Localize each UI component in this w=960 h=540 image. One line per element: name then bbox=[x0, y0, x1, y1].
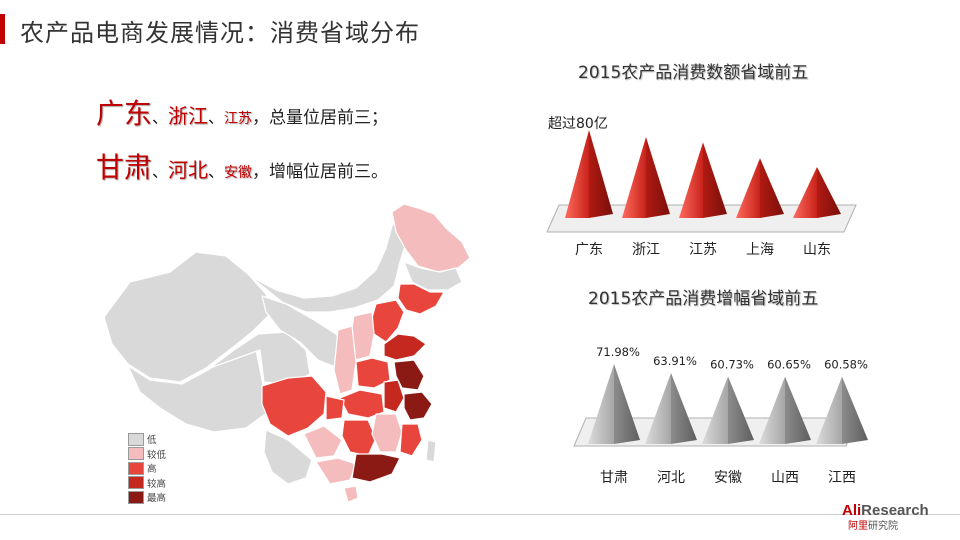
map-region-shaanxi bbox=[333, 325, 357, 395]
category-label: 江西 bbox=[828, 470, 856, 486]
pyramid-left-face bbox=[816, 376, 842, 444]
legend-label: 高 bbox=[147, 464, 157, 476]
pyramid-right-face bbox=[760, 158, 784, 218]
pyramid-right-face bbox=[589, 130, 613, 218]
legend-swatch bbox=[128, 476, 144, 490]
category-label: 甘肃 bbox=[600, 470, 628, 486]
footer-rule bbox=[0, 514, 960, 515]
map-region-guizhou bbox=[303, 425, 343, 459]
legend-item: 较低 bbox=[128, 447, 166, 462]
legend-item: 最高 bbox=[128, 490, 166, 505]
summary-text: ，增幅位居前三。 bbox=[252, 162, 389, 182]
category-label: 广东 bbox=[575, 242, 603, 258]
map-region-fujian bbox=[399, 423, 423, 457]
pyramid-left-face bbox=[588, 364, 614, 444]
pyramid-left-face bbox=[565, 130, 589, 218]
pyramid-right-face bbox=[614, 364, 640, 444]
province-anhui: 安徽 bbox=[224, 165, 253, 181]
map-region-henan bbox=[355, 357, 391, 389]
value-label: 60.58% bbox=[824, 358, 868, 372]
map-legend: 低较低高较高 最高 bbox=[128, 432, 166, 505]
pyramid-left-face bbox=[736, 158, 760, 218]
category-label: 江苏 bbox=[689, 242, 717, 258]
pyramid-right-face bbox=[728, 376, 754, 444]
summary-line-total: 广东、浙江、江苏，总量位居前三； bbox=[96, 92, 388, 132]
legend-swatch bbox=[128, 432, 144, 446]
legend-item: 较高 bbox=[128, 476, 166, 491]
province-zhejiang: 浙江 bbox=[168, 104, 209, 128]
category-label: 上海 bbox=[746, 242, 774, 258]
map-region-jilin bbox=[403, 261, 463, 291]
chart-annotation: 超过80亿 bbox=[548, 116, 608, 132]
separator: 、 bbox=[208, 162, 225, 181]
summary-text: ，总量位居前三； bbox=[252, 108, 389, 128]
chart2-title: 2015农产品消费增幅省域前五 bbox=[588, 289, 819, 309]
category-label: 山西 bbox=[771, 470, 799, 486]
pyramid-left-face bbox=[622, 137, 646, 218]
value-label: 60.65% bbox=[767, 358, 811, 372]
legend-swatch bbox=[128, 490, 144, 504]
logo-sub-red: 阿里 bbox=[848, 521, 868, 532]
map-region-jiangsu bbox=[393, 359, 425, 391]
map-region-jiangxi bbox=[371, 413, 403, 453]
province-hebei: 河北 bbox=[168, 158, 209, 182]
pyramid-left-face bbox=[793, 166, 817, 218]
map-region-yunnan bbox=[263, 429, 313, 485]
value-label: 60.73% bbox=[710, 358, 754, 372]
map-region-xinjiang bbox=[103, 251, 271, 383]
province-gansu: 甘肃 bbox=[96, 151, 153, 184]
logo-ali: Ali bbox=[842, 502, 862, 519]
separator: 、 bbox=[152, 108, 169, 127]
map-region-chongqing bbox=[325, 395, 345, 421]
map-region-liaoning bbox=[397, 283, 445, 315]
legend-label: 较低 bbox=[147, 449, 167, 461]
map-region-hainan bbox=[343, 485, 359, 503]
value-label: 63.91% bbox=[653, 354, 697, 368]
pyramid-right-face bbox=[785, 376, 811, 444]
province-jiangsu: 江苏 bbox=[224, 111, 253, 127]
map-region-qinghai bbox=[209, 331, 311, 385]
legend-label: 最高 bbox=[147, 493, 167, 505]
map-region-heilongjiang bbox=[391, 203, 471, 273]
category-label: 山东 bbox=[803, 242, 831, 258]
legend-item: 高 bbox=[128, 461, 166, 476]
category-label: 河北 bbox=[657, 470, 685, 486]
separator: 、 bbox=[152, 162, 169, 181]
legend-swatch bbox=[128, 461, 144, 475]
map-region-taiwan bbox=[425, 439, 437, 463]
pyramid-left-face bbox=[759, 376, 785, 444]
legend-item: 低 bbox=[128, 432, 166, 447]
summary-line-growth: 甘肃、河北、安徽，增幅位居前三。 bbox=[96, 146, 388, 186]
map-region-hubei bbox=[339, 389, 385, 419]
logo-research: Research bbox=[861, 502, 929, 519]
value-label: 71.98% bbox=[596, 345, 640, 359]
pyramid-right-face bbox=[703, 142, 727, 218]
chart1-title: 2015农产品消费数额省域前五 bbox=[578, 63, 809, 83]
pyramid-left-face bbox=[645, 372, 671, 444]
aliresearch-logo: AliResearch 阿里研究院 bbox=[842, 502, 942, 532]
pyramid-right-face bbox=[646, 137, 670, 218]
pyramid-right-face bbox=[842, 376, 868, 444]
pyramid-right-face bbox=[817, 166, 841, 218]
map-region-guangdong bbox=[351, 453, 401, 483]
logo-sub-gray: 研究院 bbox=[868, 521, 898, 532]
pyramid-right-face bbox=[671, 372, 697, 444]
title-accent-bar bbox=[0, 14, 5, 44]
legend-label: 较高 bbox=[147, 478, 167, 490]
separator: 、 bbox=[208, 108, 225, 127]
legend-swatch bbox=[128, 447, 144, 461]
category-label: 安徽 bbox=[714, 470, 742, 486]
map-region-zhejiang bbox=[403, 391, 433, 421]
map-region-shandong bbox=[383, 333, 427, 361]
map-region-sichuan bbox=[261, 375, 327, 437]
province-guangdong: 广东 bbox=[96, 97, 153, 130]
pyramid-left-face bbox=[702, 376, 728, 444]
page-title: 农产品电商发展情况：消费省域分布 bbox=[20, 19, 420, 47]
category-label: 浙江 bbox=[632, 242, 660, 258]
pyramid-left-face bbox=[679, 142, 703, 218]
map-region-anhui bbox=[383, 379, 405, 413]
legend-label: 低 bbox=[147, 435, 157, 447]
